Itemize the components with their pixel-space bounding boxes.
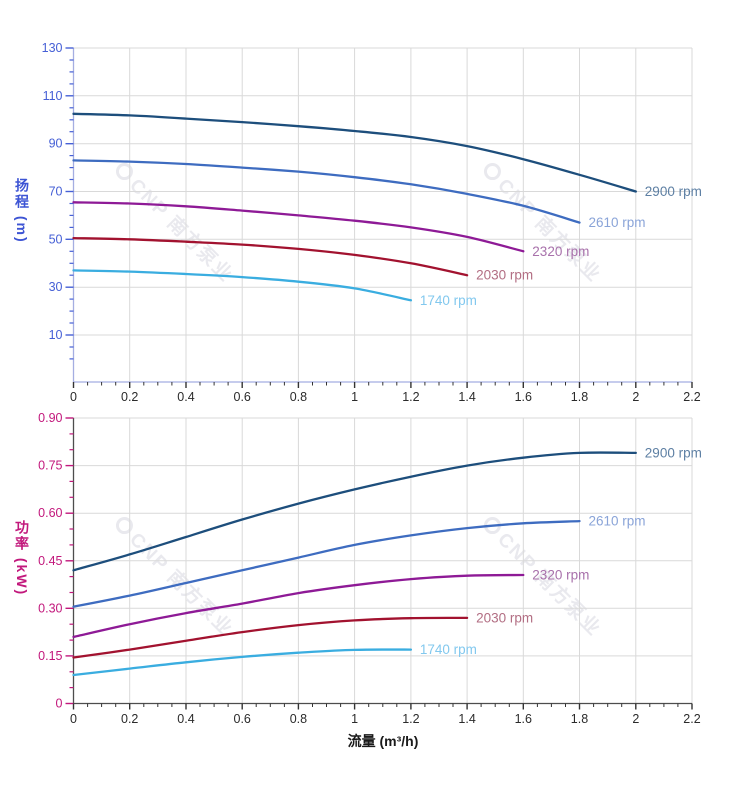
y-tick-label: 30 [49, 280, 63, 294]
x-tick-label: 1 [351, 390, 358, 404]
x-tick-label: 0.8 [290, 712, 307, 726]
curve-2900-rpm [72, 451, 637, 572]
power-curve-chart: 0 0.15 0.30 0.45 0.60 0.75 0.90 0 0.2 0.4 0.6 0.8 1 1… [38, 411, 702, 726]
x-tick-label: 1.6 [515, 712, 532, 726]
curve-2610-rpm [72, 519, 581, 608]
x-tick-label: 1.4 [458, 712, 475, 726]
x-tick-label: 0 [70, 712, 77, 726]
y-tick-label: 0.45 [38, 554, 62, 568]
head-axis-title: 扬程 (m) [14, 178, 30, 244]
x-tick-label: 1 [351, 712, 358, 726]
flow-axis-title: 流量 (m³/h) [347, 733, 419, 749]
x-tick-label: 0.4 [177, 390, 194, 404]
y-tick-label: 0 [56, 697, 63, 711]
x-tick-label: 0.2 [121, 712, 138, 726]
rpm-label-1740-rpm: 1740 rpm [420, 642, 477, 657]
y-tick-label: 0.90 [38, 411, 62, 425]
curve-1740-rpm [72, 269, 413, 302]
rpm-label-2900-rpm: 2900 rpm [645, 184, 702, 199]
y-tick-label: 130 [42, 41, 63, 55]
y-tick-label: 110 [43, 89, 63, 103]
x-tick-label: 0 [70, 390, 77, 404]
rpm-label-2320-rpm: 2320 rpm [532, 244, 589, 259]
x-tick-label: 2 [632, 712, 639, 726]
y-tick-label: 0.30 [38, 601, 62, 615]
x-tick-label: 2.2 [683, 712, 700, 726]
head-curve-chart: 10 30 50 70 90 110 130 0 0.2 0.4 0.6 0.8 1 1.2 1.4 1.6 1… [42, 41, 702, 404]
x-tick-label: 1.2 [402, 712, 419, 726]
x-tick-label: 1.2 [402, 390, 419, 404]
x-tick-label: 1.6 [515, 390, 532, 404]
rpm-label-2610-rpm: 2610 rpm [589, 215, 646, 230]
y-tick-label: 0.75 [38, 459, 62, 473]
curve-2030-rpm [72, 616, 469, 659]
x-tick-label: 0.6 [234, 712, 251, 726]
curve-2900-rpm [72, 112, 637, 193]
y-tick-label: 70 [49, 185, 63, 199]
x-tick-label: 0.8 [290, 390, 307, 404]
y-tick-label: 0.15 [38, 649, 62, 663]
power-axis-title: 功率 (kW) [14, 520, 30, 597]
curve-1740-rpm [72, 648, 413, 677]
x-tick-label: 2.2 [683, 390, 700, 404]
y-tick-label: 0.60 [38, 506, 62, 520]
x-tick-label: 2 [632, 390, 639, 404]
curve-2030-rpm [72, 236, 469, 277]
curve-2320-rpm [72, 573, 525, 639]
y-tick-label: 90 [49, 137, 63, 151]
rpm-label-2030-rpm: 2030 rpm [476, 610, 533, 625]
x-tick-label: 0.4 [177, 712, 194, 726]
y-tick-label: 50 [49, 232, 63, 246]
x-tick-label: 1.8 [571, 390, 588, 404]
rpm-label-2610-rpm: 2610 rpm [589, 514, 646, 529]
x-tick-label: 0.2 [121, 390, 138, 404]
curve-2610-rpm [72, 159, 581, 224]
rpm-label-2900-rpm: 2900 rpm [645, 445, 702, 460]
y-tick-label: 10 [49, 328, 63, 342]
x-tick-label: 0.6 [234, 390, 251, 404]
rpm-label-2030-rpm: 2030 rpm [476, 268, 533, 283]
rpm-label-1740-rpm: 1740 rpm [420, 293, 477, 308]
rpm-label-2320-rpm: 2320 rpm [532, 568, 589, 583]
curve-2320-rpm [72, 201, 525, 253]
x-tick-label: 1.4 [458, 390, 475, 404]
x-tick-label: 1.8 [571, 712, 588, 726]
